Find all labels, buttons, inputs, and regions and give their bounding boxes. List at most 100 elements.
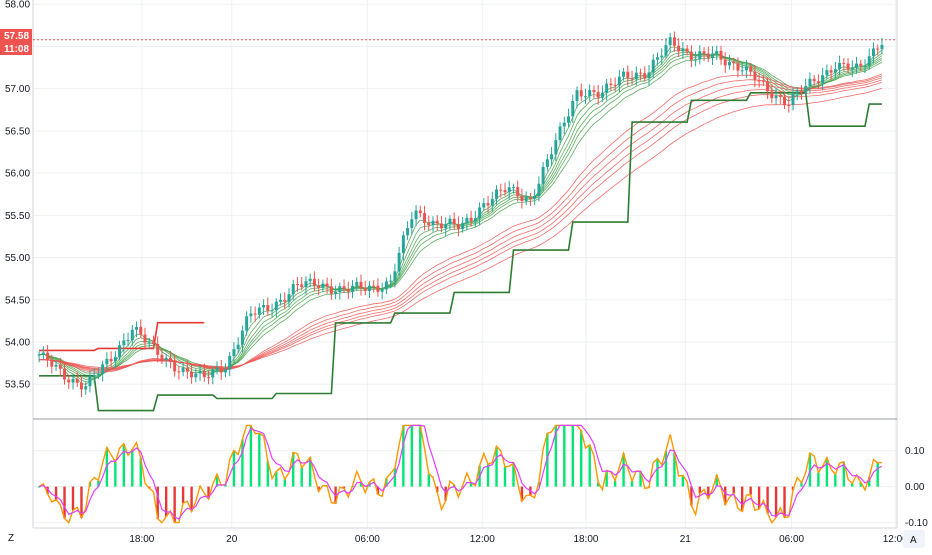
zoom-button[interactable]: Z (8, 533, 14, 544)
candle-up (867, 56, 871, 66)
candle-down (67, 379, 71, 383)
candle-down (643, 73, 647, 79)
candle-down (749, 66, 753, 72)
candle-up (113, 356, 117, 362)
candle-up (567, 116, 571, 123)
candle-down (359, 281, 363, 288)
candle-down (168, 357, 172, 362)
osc-bar-positive (241, 439, 244, 487)
candle-up (655, 57, 659, 60)
time-tick-label: 20 (226, 534, 238, 545)
candle-down (685, 48, 689, 52)
candle-down (596, 92, 600, 98)
candle-down (592, 90, 596, 93)
price-tick-label: 57.00 (5, 84, 30, 95)
osc-bar-positive (834, 474, 837, 487)
candle-up (448, 218, 452, 225)
candle-down (516, 187, 520, 197)
price-tick-label: 54.00 (5, 338, 30, 349)
candle-down (528, 197, 532, 199)
osc-bar-positive (588, 444, 591, 487)
osc-bar-positive (114, 461, 117, 487)
candle-down (783, 96, 787, 105)
candle-up (101, 364, 105, 375)
candle-down (63, 368, 67, 380)
osc-bar-positive (495, 446, 498, 487)
candle-down (363, 287, 367, 291)
osc-bar-negative (774, 486, 778, 518)
osc-bar-positive (232, 450, 236, 487)
candle-up (410, 219, 414, 229)
candle-up (41, 352, 45, 355)
price-tick-label: 54.50 (5, 295, 30, 306)
candle-down (842, 62, 846, 64)
candle-down (207, 377, 211, 379)
osc-bar-positive (622, 453, 625, 487)
candle-down (266, 305, 270, 311)
candle-up (228, 356, 232, 370)
price-tick-label: 56.00 (5, 169, 30, 180)
osc-bar-negative (63, 486, 66, 519)
candle-down (202, 371, 206, 378)
candle-down (639, 72, 643, 74)
zoom-button-label[interactable]: Z (8, 533, 14, 544)
candle-down (702, 51, 706, 54)
price-tick-label: 53.50 (5, 380, 30, 391)
time-tick-label: 06:00 (355, 534, 380, 545)
osc-bar-positive (580, 430, 583, 487)
osc-bar-negative (520, 486, 524, 502)
candle-up (622, 71, 626, 77)
candle-up (478, 207, 482, 219)
candle-up (406, 228, 410, 236)
candle-down (829, 70, 833, 73)
candle-up (279, 299, 283, 302)
price-tick-label: 55.50 (5, 211, 30, 222)
osc-bar-positive (300, 467, 303, 487)
osc-bar-negative (783, 486, 786, 518)
candle-up (664, 45, 668, 56)
ema-ribbon-green (39, 51, 883, 380)
candle-up (795, 91, 799, 95)
autoscale-button-bg[interactable] (903, 530, 925, 548)
candle-up (880, 44, 884, 50)
osc-bar-negative (766, 486, 769, 514)
candle-up (727, 61, 731, 66)
candle-down (719, 50, 723, 60)
osc-bar-positive (681, 475, 685, 487)
autoscale-button-label[interactable]: A (910, 535, 917, 546)
ema-ribbon-green (39, 56, 883, 374)
candle-down (706, 53, 710, 58)
ema-ribbon-red (39, 87, 883, 368)
osc-bar-negative (173, 486, 176, 523)
osc-bar-positive (554, 425, 558, 487)
candle-up (118, 345, 122, 357)
candle-up (304, 281, 308, 288)
candle-up (215, 367, 219, 370)
price-tick-label: 55.00 (5, 253, 30, 264)
candle-down (456, 223, 460, 230)
osc-bar-negative (732, 486, 735, 494)
candle-up (321, 283, 325, 288)
osc-bar-positive (800, 482, 803, 487)
osc-bar-positive (292, 452, 295, 487)
candle-up (651, 59, 655, 73)
osc-bar-positive (402, 425, 405, 487)
candle-up (668, 37, 672, 46)
candle-up (92, 375, 96, 377)
osc-bar-negative (749, 486, 752, 495)
candle-down (109, 358, 113, 362)
osc-bar-negative (690, 486, 693, 506)
candle-down (312, 278, 316, 286)
candle-up (511, 187, 515, 189)
osc-tick-label: 0.00 (905, 482, 925, 493)
autoscale-button[interactable]: A (903, 530, 925, 548)
osc-bar-negative (757, 486, 761, 509)
time-tick-label: 12:00 (883, 534, 908, 545)
candle-up (389, 280, 393, 282)
osc-bar-negative (156, 486, 159, 519)
candle-up (240, 330, 244, 345)
candle-up (397, 252, 401, 272)
candle-down (757, 80, 761, 82)
